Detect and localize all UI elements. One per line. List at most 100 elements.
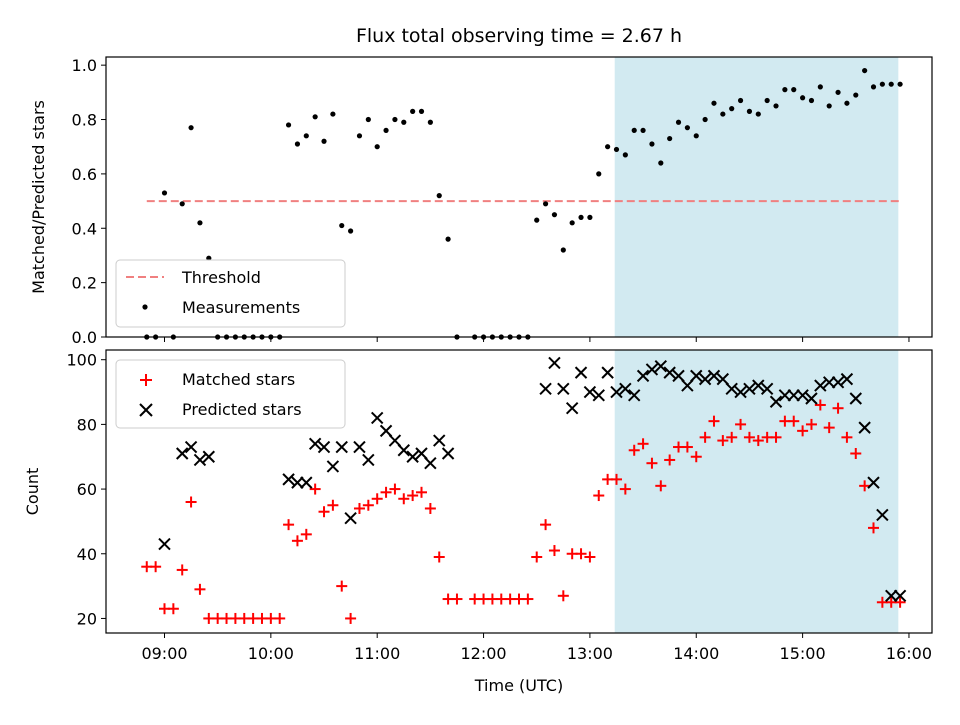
matched-star-point: [743, 431, 755, 443]
top-axes-frame: [105, 56, 933, 338]
measurement-point: [640, 127, 646, 133]
measurement-point: [179, 201, 185, 207]
measurement-point: [729, 106, 735, 112]
predicted-star-point: [433, 434, 446, 447]
matched-star-point: [424, 502, 436, 514]
predicted-star-point: [406, 450, 419, 463]
matched-star-point: [291, 535, 303, 547]
measurement-point: [675, 119, 682, 125]
matched-star-point: [274, 612, 286, 624]
measurement-point: [321, 138, 327, 144]
measurement-point: [383, 127, 389, 133]
matched-star-point: [610, 473, 622, 485]
x-tick-label: 14:00: [673, 644, 719, 663]
matched-star-point: [584, 551, 596, 563]
matched-star-point: [353, 502, 365, 514]
predicted-star-point: [831, 376, 845, 389]
predicted-star-point: [557, 382, 570, 396]
predicted-star-point: [353, 440, 366, 454]
matched-star-point: [318, 506, 330, 518]
measurement-point: [667, 135, 673, 142]
matched-star-point: [726, 431, 738, 443]
legend-matched-label: Matched stars: [182, 370, 295, 389]
measurement-point: [578, 214, 584, 220]
matched-star-point: [699, 431, 711, 443]
bottom-y-tick-label: 20: [77, 609, 97, 628]
predicted-star-point: [840, 372, 854, 386]
measurement-point: [835, 89, 841, 95]
predicted-star-point: [415, 447, 428, 460]
measurement-point: [658, 160, 664, 166]
predicted-star-point: [734, 385, 747, 399]
predicted-star-point: [441, 447, 455, 460]
predicted-star-point: [601, 366, 614, 379]
bottom-shaded-region: [614, 350, 899, 633]
measurement-point: [596, 171, 602, 177]
matched-stars-points: [141, 399, 906, 624]
x-tick-label: 12:00: [460, 644, 506, 663]
measurement-point: [782, 87, 788, 93]
predicted-star-point: [822, 376, 836, 389]
measurement-point: [862, 67, 868, 74]
top-shaded-region: [614, 57, 899, 337]
matched-star-point: [637, 438, 649, 450]
predicted-star-point: [291, 476, 304, 489]
matched-star-point: [407, 490, 419, 502]
matched-star-point: [593, 490, 605, 502]
matched-star-point: [557, 590, 569, 602]
x-tick-label: 11:00: [354, 644, 400, 663]
predicted-star-point: [548, 356, 561, 370]
predicted-star-point: [184, 440, 198, 454]
predicted-star-point: [787, 389, 800, 402]
matched-star-point: [150, 561, 162, 573]
bottom-legend-box: [115, 359, 346, 429]
top-x-ticks: [163, 337, 910, 342]
predicted-star-point: [681, 379, 694, 392]
matched-star-point: [389, 483, 401, 495]
x-tick-label: 09:00: [141, 644, 187, 663]
measurement-point: [764, 97, 770, 104]
measurement-point: [746, 108, 753, 114]
x-tick-label: 13:00: [567, 644, 613, 663]
x-tick-label: 16:00: [886, 644, 932, 663]
predicted-star-point: [636, 369, 650, 383]
matched-star-point: [752, 435, 764, 447]
measurement-point: [755, 111, 761, 117]
measurement-point: [711, 100, 717, 106]
matched-star-point: [362, 499, 374, 511]
x-tick-label: 10:00: [248, 644, 294, 663]
matched-star-point: [185, 496, 197, 508]
measurement-point: [702, 116, 708, 123]
predicted-star-point: [362, 453, 375, 467]
bottom-x-ticks: 09:00 10:00 11:00 12:00 13:00 14:00 15:00 16:00: [141, 633, 932, 663]
top-panel: 0.0 0.2 0.4 0.6 0.8 1.0 Matched/Predicted sta…: [29, 56, 933, 347]
measurement-point: [569, 220, 575, 226]
matched-star-point: [176, 564, 188, 576]
measurement-point: [330, 111, 336, 117]
top-y-tick-label: 0.2: [72, 274, 97, 293]
top-legend-box: [115, 259, 346, 328]
predicted-star-point: [388, 434, 402, 447]
predicted-star-point: [610, 385, 623, 399]
top-y-tick-label: 0.0: [72, 328, 97, 347]
measurement-point: [649, 141, 655, 147]
matched-star-point: [894, 596, 906, 608]
matched-star-point: [451, 593, 463, 605]
predicted-star-point: [158, 537, 171, 551]
measurement-point: [773, 103, 779, 109]
top-y-tick-label: 0.8: [72, 111, 97, 130]
predicted-star-point: [326, 460, 340, 473]
predicted-star-point: [317, 440, 331, 454]
predicted-star-point: [282, 473, 295, 486]
measurement-point: [197, 220, 203, 226]
measurement-point: [853, 92, 859, 98]
measurement-point: [427, 119, 433, 125]
predicted-star-point: [716, 372, 730, 386]
matched-star-point: [717, 435, 729, 447]
measurement-point: [206, 255, 212, 261]
legend-predicted-swatch: [139, 403, 153, 417]
measurement-point: [161, 190, 168, 196]
matched-star-point: [283, 519, 295, 531]
predicted-star-point: [193, 453, 207, 467]
matched-star-point: [380, 486, 392, 498]
